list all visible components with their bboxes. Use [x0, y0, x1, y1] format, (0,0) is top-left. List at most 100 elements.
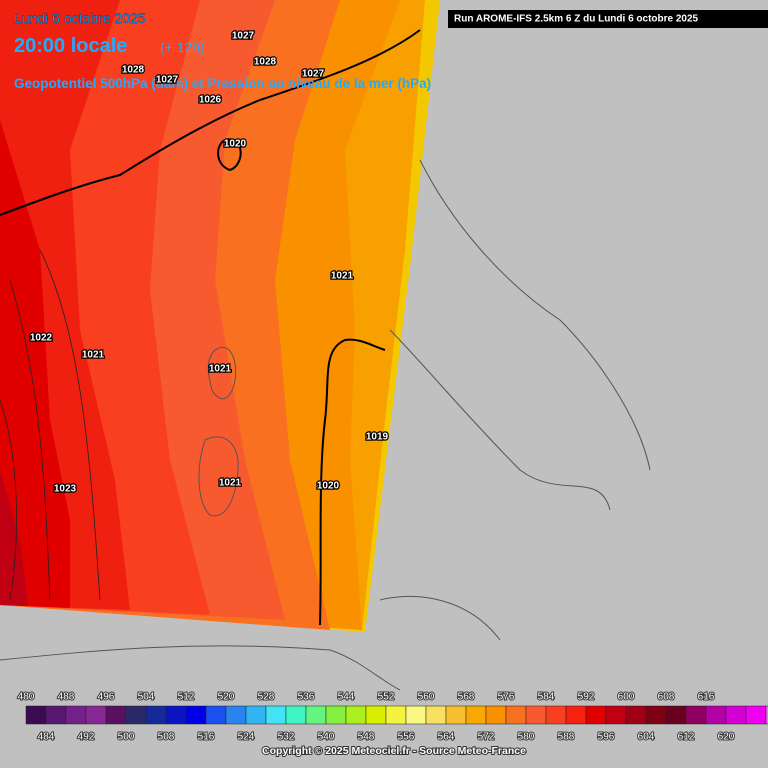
- legend-bottom-label: 548: [358, 732, 375, 743]
- legend-top-label: 600: [618, 692, 635, 703]
- legend-top-label: 544: [338, 692, 355, 703]
- legend-top-label: 584: [538, 692, 555, 703]
- africa-coast: [0, 645, 401, 691]
- legend-swatch: [385, 705, 407, 725]
- legend-swatch: [25, 705, 47, 725]
- legend-top-label: 528: [258, 692, 275, 703]
- legend-top-label: 616: [698, 692, 715, 703]
- legend-swatch: [65, 705, 87, 725]
- isobar-label: 1022: [30, 333, 53, 344]
- run-banner: [448, 10, 768, 28]
- legend-swatch: [105, 705, 127, 725]
- legend-swatch: [585, 705, 607, 725]
- isobar-label: 1026: [199, 95, 222, 106]
- legend-swatch: [465, 705, 487, 725]
- legend-swatch: [565, 705, 587, 725]
- credit: Copyright © 2025 Meteociel.fr - Source M…: [262, 745, 526, 757]
- legend-top-label: 592: [578, 692, 595, 703]
- legend-swatch: [425, 705, 447, 725]
- legend-bottom-label: 508: [158, 732, 175, 743]
- legend-bottom-label: 540: [318, 732, 335, 743]
- legend-swatch: [265, 705, 287, 725]
- isobar-label: 1021: [331, 271, 354, 282]
- legend-swatch: [145, 705, 167, 725]
- isobar-label: 1021: [209, 364, 232, 375]
- legend-swatch: [205, 705, 227, 725]
- legend-swatch: [705, 705, 727, 725]
- legend-bottom-label: 500: [118, 732, 135, 743]
- legend-bottom-label: 572: [478, 732, 495, 743]
- legend-swatch: [365, 705, 387, 725]
- lead: (+ 12h): [160, 39, 205, 55]
- isobar-label: 1020: [317, 481, 340, 492]
- isobar-label: 1021: [82, 350, 105, 361]
- color-legend: 480 488 496 504 512 520 528 536 544 552 560 568 576 5…: [17, 691, 768, 744]
- legend-bottom-label: 564: [438, 732, 455, 743]
- thin-isobars: [0, 249, 101, 601]
- legend-swatch: [605, 705, 627, 725]
- italy-coast: [379, 159, 651, 641]
- legend-top-label: 576: [498, 692, 515, 703]
- legend-swatch: [485, 705, 507, 725]
- legend-bottom-label: 484: [38, 732, 55, 743]
- subtitle: Geopotentiel 500hPa (dam) et Pression au…: [14, 76, 431, 91]
- legend-top-label: 520: [218, 692, 235, 703]
- legend-bottom-label: 580: [518, 732, 535, 743]
- isobar-1020-closed: [217, 138, 242, 172]
- legend-swatch: [165, 705, 187, 725]
- isobar-label: 1020: [224, 139, 247, 150]
- legend-top-label: 480: [18, 692, 35, 703]
- legend-swatch: [765, 705, 768, 725]
- model-field: [0, 0, 440, 632]
- isobars: [0, 29, 421, 626]
- legend-swatch: [85, 705, 107, 725]
- legend-swatch: [405, 705, 427, 725]
- isobar-1020: [319, 338, 386, 626]
- date: Lundi 6 octobre 2025: [14, 10, 146, 26]
- legend-bottom-label: 588: [558, 732, 575, 743]
- legend-bottom-label: 532: [278, 732, 295, 743]
- legend-swatch: [525, 705, 547, 725]
- legend-swatch: [645, 705, 667, 725]
- legend-bottom-label: 596: [598, 732, 615, 743]
- legend-top-label: 496: [98, 692, 115, 703]
- isobar-label: 1028: [254, 57, 277, 68]
- legend-swatch: [505, 705, 527, 725]
- legend-swatch: [305, 705, 327, 725]
- legend-swatch: [545, 705, 567, 725]
- isobar-1028: [0, 29, 421, 216]
- legend-top-label: 560: [418, 692, 435, 703]
- isobar-label: 1027: [232, 31, 255, 42]
- run-info: Run AROME-IFS 2.5km 6 Z du Lundi 6 octob…: [454, 14, 699, 25]
- legend-top-label: 608: [658, 692, 675, 703]
- legend-top-label: 536: [298, 692, 315, 703]
- legend-swatch: [745, 705, 767, 725]
- legend-top-label: 504: [138, 692, 155, 703]
- coastlines: [0, 159, 651, 691]
- legend-swatch: [245, 705, 267, 725]
- isobar-label: 1021: [219, 478, 242, 489]
- legend-top-label: 552: [378, 692, 395, 703]
- isobar-labels: 1027 1028 1028 1027 1027 1026 1020 1021 1022 1021…: [29, 29, 390, 496]
- legend-bottom-label: 524: [238, 732, 255, 743]
- sardinia: [198, 436, 239, 517]
- legend-bottom-label: 620: [718, 732, 735, 743]
- band: [0, 470, 28, 606]
- legend-swatch: [45, 705, 67, 725]
- legend-bottom-label: 612: [678, 732, 695, 743]
- isobar-label: 1023: [54, 484, 77, 495]
- legend-swatch: [445, 705, 467, 725]
- legend-bottom-label: 492: [78, 732, 95, 743]
- band: [0, 120, 70, 608]
- legend-swatch: [185, 705, 207, 725]
- legend-bottom-label: 556: [398, 732, 415, 743]
- legend-swatch: [725, 705, 747, 725]
- legend-bottom-label: 516: [198, 732, 215, 743]
- time: 20:00 locale: [14, 35, 127, 57]
- legend-swatch: [345, 705, 367, 725]
- legend-top-label: 568: [458, 692, 475, 703]
- legend-swatch: [685, 705, 707, 725]
- legend-swatch: [325, 705, 347, 725]
- isobar-label: 1019: [366, 432, 389, 443]
